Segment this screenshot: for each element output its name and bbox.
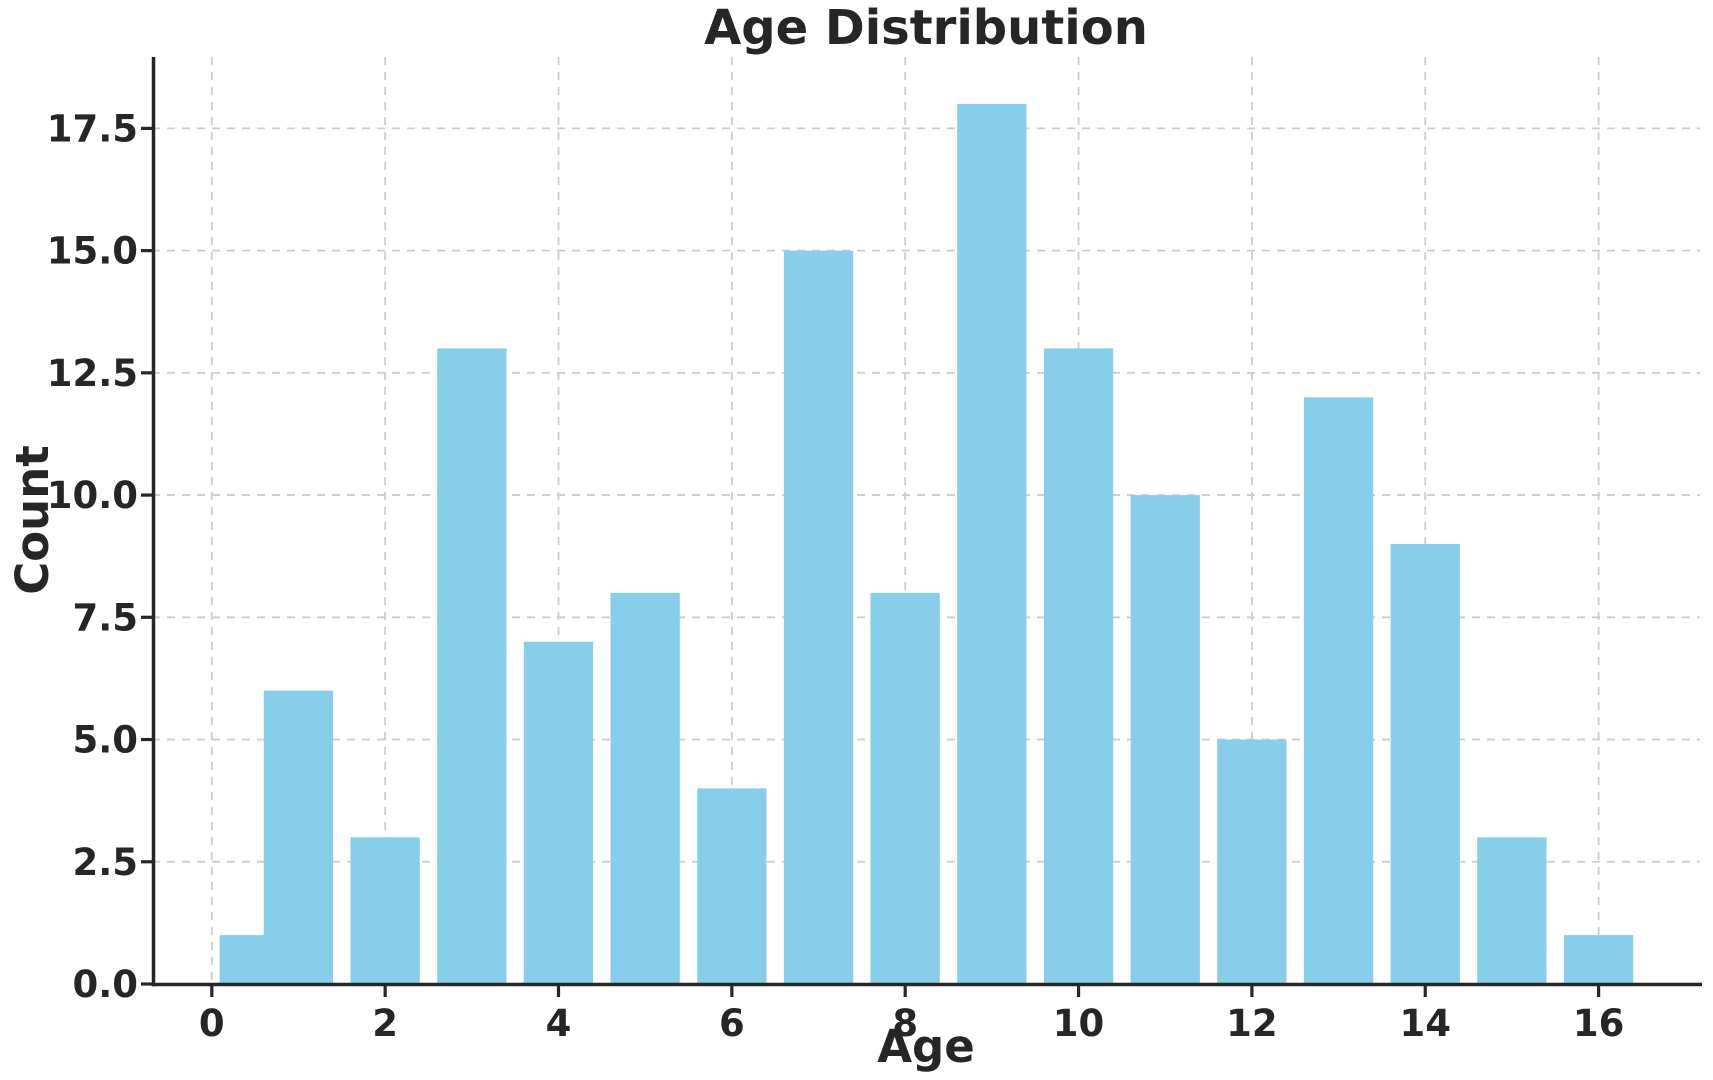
x-axis-label: Age: [877, 1020, 975, 1073]
bar-age-2: [350, 837, 420, 985]
bar-age-5: [610, 592, 680, 985]
bar-age-16: [1563, 935, 1634, 985]
y-axis-label: Count: [6, 445, 59, 595]
bar-age-8: [870, 592, 940, 985]
x-tick-label: 4: [546, 1002, 572, 1045]
y-tick-label: 2.5: [72, 841, 138, 884]
bar-age-7: [783, 250, 854, 986]
y-tick-label: 17.5: [47, 107, 138, 150]
bar-age-6: [697, 788, 767, 985]
bar-age-13: [1303, 397, 1374, 985]
bar-age-15: [1477, 837, 1547, 985]
bar-age-12: [1217, 739, 1287, 985]
x-tick-label: 2: [372, 1002, 398, 1045]
tick-marks-layer: [141, 126, 1601, 997]
y-tick-label: 10.0: [47, 474, 138, 517]
y-tick-label: 5.0: [72, 719, 138, 762]
x-tick-label: 0: [199, 1002, 225, 1045]
bar-age-10: [1043, 348, 1114, 985]
axes-spines: [151, 57, 1702, 987]
tick-labels-layer: 0 2 4 6 8 10 12 14 16 0.0 2.5 5.0 7.5 10.0 12.5 15.0 17.…: [47, 107, 1625, 1045]
y-tick-label: 0.0: [72, 963, 138, 1006]
y-tick-label: 15.0: [47, 230, 138, 273]
x-tick-label: 14: [1399, 1002, 1451, 1045]
bar-age-9: [957, 103, 1027, 985]
bar-age-11: [1130, 495, 1200, 985]
y-tick-label: 12.5: [47, 352, 138, 395]
chart-title: Age Distribution: [704, 0, 1148, 56]
x-tick-label: 16: [1573, 1002, 1625, 1045]
bar-age-4: [523, 641, 594, 985]
bar-age-14: [1390, 544, 1460, 985]
x-tick-label: 10: [1053, 1002, 1105, 1045]
y-tick-label: 7.5: [72, 596, 138, 639]
bar-age-1: [263, 690, 334, 985]
x-tick-label: 8: [892, 1002, 918, 1045]
x-tick-label: 6: [719, 1002, 745, 1045]
bar-age-3: [437, 348, 507, 985]
bar-age-0: [219, 935, 266, 985]
bars-layer: [219, 103, 1634, 986]
x-tick-label: 12: [1226, 1002, 1278, 1045]
